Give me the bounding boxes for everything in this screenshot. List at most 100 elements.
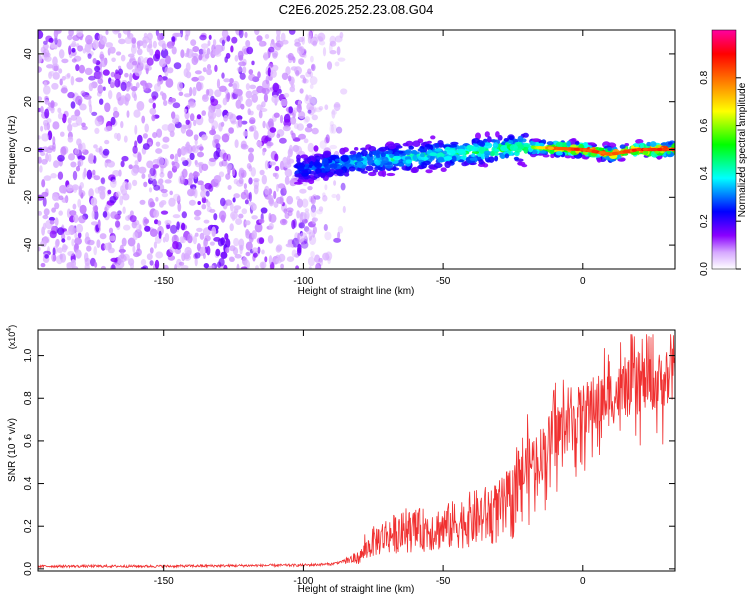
noise-blob [46, 122, 50, 131]
noise-blob [113, 132, 119, 139]
noise-blob [61, 233, 66, 241]
noise-blob [277, 183, 286, 189]
noise-blob [196, 81, 202, 92]
noise-blob [149, 107, 157, 115]
noise-blob [88, 98, 92, 108]
noise-blob [298, 111, 306, 120]
noise-blob [129, 72, 133, 83]
noise-blob [249, 84, 257, 90]
noise-blob [52, 121, 60, 130]
noise-blob [73, 214, 79, 223]
noise-blob [180, 49, 185, 59]
signal-blob [372, 169, 379, 173]
noise-blob [299, 188, 307, 194]
noise-blob [309, 235, 317, 246]
noise-blob [193, 134, 199, 141]
noise-blob [158, 178, 164, 185]
noise-blob [239, 244, 244, 251]
noise-blob [56, 38, 62, 48]
noise-blob [124, 72, 129, 78]
signal-blob [500, 145, 509, 152]
noise-blob [134, 160, 139, 166]
noise-blob [298, 133, 306, 140]
noise-blob [279, 160, 284, 171]
noise-blob [38, 96, 43, 102]
noise-blob [209, 129, 217, 136]
noise-blob [249, 119, 256, 124]
noise-blob [268, 197, 274, 207]
noise-blob [221, 30, 229, 39]
signal-blob [429, 155, 435, 161]
noise-blob [67, 123, 73, 132]
snr-series-line [38, 334, 675, 569]
noise-blob [200, 190, 207, 198]
noise-blob [132, 179, 138, 187]
signal-blob [493, 152, 500, 156]
noise-blob [122, 206, 126, 214]
noise-blob [170, 224, 178, 234]
noise-blob [196, 243, 201, 252]
signal-blob [317, 172, 327, 177]
noise-blob [194, 232, 199, 237]
noise-blob [213, 237, 221, 242]
signal-blob [479, 146, 485, 154]
noise-blob [140, 60, 145, 67]
noise-blob [85, 232, 90, 240]
noise-blob [90, 221, 99, 226]
noise-blob [264, 256, 268, 263]
noise-blob [146, 253, 153, 261]
noise-blob [139, 199, 146, 205]
noise-blob [334, 35, 343, 43]
noise-blob [90, 197, 98, 207]
noise-blob [133, 109, 141, 118]
noise-blob [93, 246, 97, 256]
noise-blob [158, 230, 162, 239]
noise-blob [63, 230, 72, 236]
noise-blob [105, 42, 113, 48]
signal-blob [471, 138, 481, 144]
noise-blob [333, 237, 341, 243]
noise-blob [152, 164, 160, 169]
noise-blob [200, 183, 205, 192]
noise-blob [233, 237, 240, 247]
noise-blob [75, 249, 82, 259]
noise-blob [111, 57, 116, 63]
signal-blob [488, 156, 495, 163]
signal-blob [334, 158, 340, 162]
x-tick-label: -100 [293, 276, 313, 287]
signal-blob [617, 158, 625, 162]
noise-blob [136, 40, 144, 47]
x-tick-label: -100 [293, 576, 313, 587]
noise-blob [251, 215, 258, 220]
noise-blob [236, 263, 240, 269]
noise-blob [42, 43, 49, 50]
noise-blob [142, 39, 148, 49]
noise-blob [109, 235, 116, 242]
noise-blob [248, 125, 254, 132]
noise-blob [232, 197, 236, 203]
noise-blob [50, 106, 55, 114]
noise-blob [316, 209, 323, 215]
signal-blob [342, 147, 349, 153]
noise-blob [237, 118, 243, 128]
noise-blob [233, 88, 240, 94]
noise-blob [79, 103, 87, 111]
noise-blob [211, 265, 215, 269]
signal-blob [425, 169, 433, 174]
noise-blob [331, 109, 336, 119]
noise-blob [58, 68, 63, 74]
noise-blob [119, 195, 124, 206]
noise-blob [71, 40, 77, 47]
noise-blob [336, 46, 341, 56]
noise-blob [72, 35, 80, 41]
noise-blob [248, 73, 256, 82]
noise-blob [240, 266, 248, 269]
noise-blob [310, 204, 317, 213]
noise-blob [310, 208, 317, 218]
noise-blob [151, 114, 156, 122]
signal-blob [300, 169, 309, 174]
noise-blob [166, 41, 174, 49]
noise-blob [203, 219, 210, 224]
noise-blob [199, 232, 205, 240]
noise-blob [240, 103, 245, 110]
